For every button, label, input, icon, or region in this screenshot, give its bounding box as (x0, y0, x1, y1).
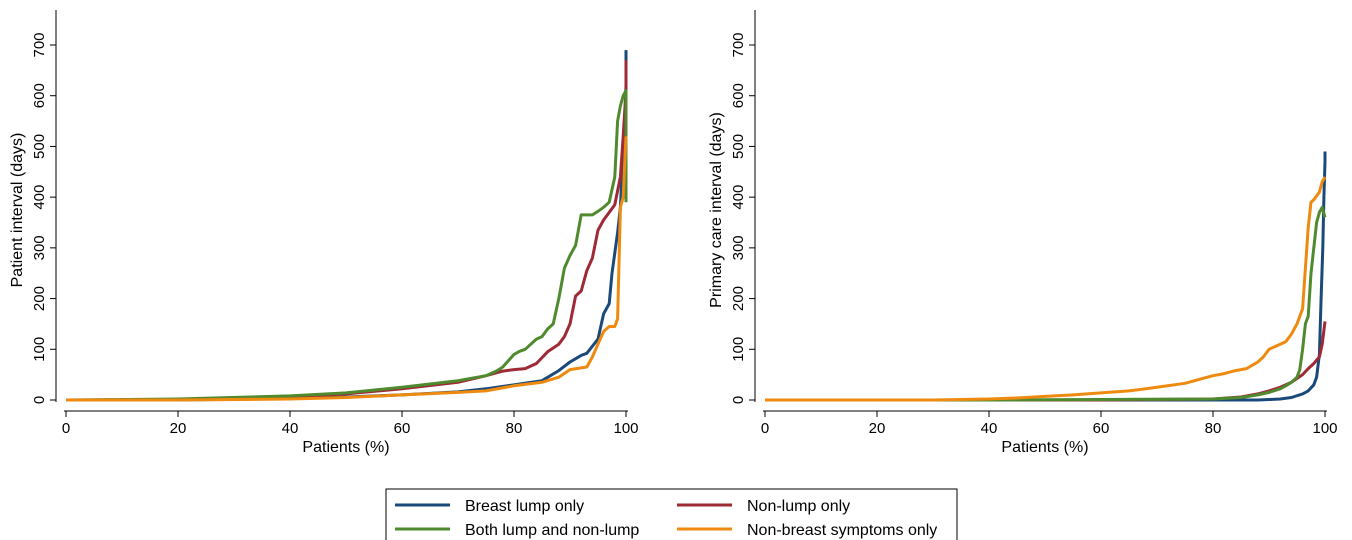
y-tick-label: 300 (730, 235, 747, 260)
legend-label-both-lump-and-non-lump: Both lump and non-lump (465, 522, 639, 539)
x-axis-title: Patients (%) (1001, 439, 1088, 456)
y-tick-label: 700 (730, 32, 747, 57)
y-tick-label: 400 (31, 185, 48, 210)
y-tick-label: 600 (730, 83, 747, 108)
x-tick-label: 40 (282, 420, 299, 437)
legend-label-non-breast-symptoms-only: Non-breast symptoms only (747, 522, 937, 539)
y-axis-title: Patient interval (days) (9, 133, 26, 288)
y-tick-label: 500 (31, 134, 48, 159)
series-line-breast-lump-only (765, 151, 1327, 402)
series-line-non-lump-only (65, 60, 628, 402)
y-tick-label: 0 (730, 396, 747, 404)
x-axis-title: Patients (%) (302, 439, 389, 456)
series-line-non-breast-symptoms-only (765, 176, 1327, 402)
legend-box (385, 488, 958, 540)
y-tick-label: 200 (730, 286, 747, 311)
y-tick-label: 700 (31, 32, 48, 57)
series-line-both-lump-and-non-lump (65, 89, 628, 402)
series-line-breast-lump-only (66, 50, 628, 402)
x-tick-label: 60 (394, 420, 411, 437)
primary-care-interval-chart: 0 100 200 300 400 500 600 700 0 20 40 60 80 100 Patien… (708, 10, 1338, 456)
x-tick-label: 0 (761, 420, 769, 437)
y-tick-label: 100 (31, 337, 48, 362)
x-tick-label: 80 (1205, 420, 1222, 437)
x-tick-label: 60 (1093, 420, 1110, 437)
x-tick-label: 40 (981, 420, 998, 437)
x-tick-label: 80 (506, 420, 523, 437)
y-tick-label: 600 (31, 83, 48, 108)
y-tick-label: 200 (31, 286, 48, 311)
y-tick-label: 0 (31, 396, 48, 404)
y-tick-label: 500 (730, 134, 747, 159)
y-tick-label: 100 (730, 337, 747, 362)
x-tick-label: 100 (1312, 420, 1337, 437)
y-tick-label: 300 (31, 235, 48, 260)
legend-label-non-lump-only: Non-lump only (747, 498, 850, 515)
series-line-non-lump-only (765, 321, 1327, 402)
legend: Breast lump only Non-lump only Both lump a… (385, 488, 958, 540)
x-tick-label: 0 (62, 420, 70, 437)
x-tick-label: 20 (170, 420, 187, 437)
x-tick-label: 100 (613, 420, 638, 437)
x-tick-label: 20 (869, 420, 886, 437)
patient-interval-chart: 0 100 200 300 400 500 600 700 0 20 40 60 80 100 Patien… (9, 10, 639, 456)
series-line-both-lump-and-non-lump (765, 205, 1327, 402)
y-tick-label: 400 (730, 185, 747, 210)
series-line-non-breast-symptoms-only (66, 136, 628, 402)
legend-label-breast-lump-only: Breast lump only (465, 498, 584, 515)
y-axis-title: Primary care interval (days) (708, 112, 725, 308)
